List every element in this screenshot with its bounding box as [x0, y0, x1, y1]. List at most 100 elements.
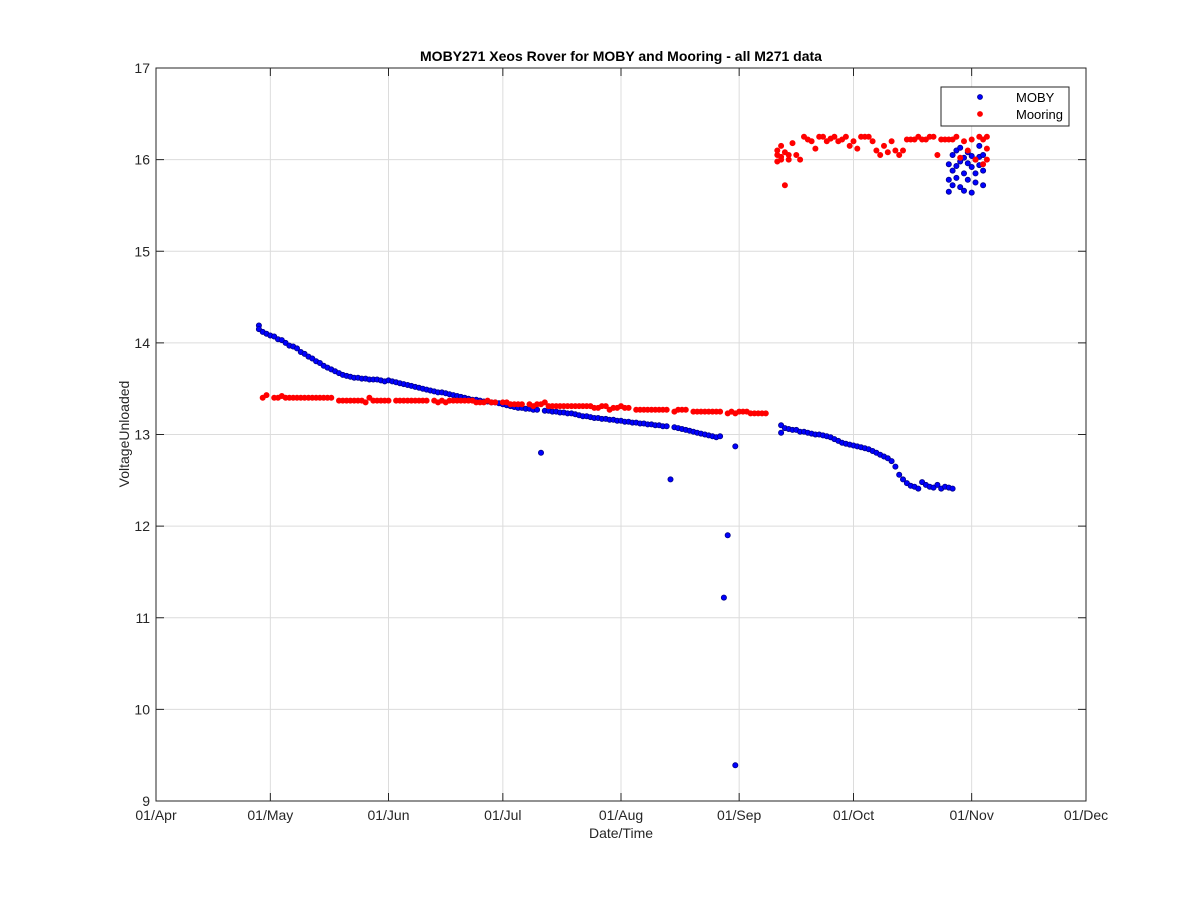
data-point-moby: [896, 471, 903, 478]
y-tick-label: 10: [134, 701, 150, 717]
data-point-moby: [717, 433, 724, 440]
data-point-mooring: [873, 147, 880, 154]
data-point-moby: [964, 176, 971, 183]
series-mooring: [259, 133, 990, 417]
data-point-moby: [732, 443, 739, 450]
data-point-mooring: [781, 182, 788, 189]
y-tick-label: 16: [134, 152, 150, 168]
data-point-mooring: [831, 133, 838, 140]
data-point-mooring: [663, 406, 670, 413]
data-point-mooring: [602, 403, 609, 410]
data-point-mooring: [785, 151, 792, 158]
data-point-moby: [953, 162, 960, 169]
x-tick-labels: 01/Apr 01/May 01/Jun 01/Jul 01/Aug 01/Sep 01/O…: [135, 807, 1108, 823]
y-axis-label: VoltageUnloaded: [116, 381, 132, 488]
data-point-moby: [724, 532, 731, 539]
data-point-mooring: [896, 151, 903, 158]
x-tick-label: 01/Dec: [1064, 807, 1108, 823]
data-point-moby: [945, 176, 952, 183]
legend-box: [940, 86, 1070, 127]
data-point-mooring: [808, 138, 815, 145]
series-layer: [255, 133, 990, 769]
data-point-mooring: [797, 156, 804, 163]
data-point-mooring: [884, 149, 891, 156]
data-point-moby: [968, 163, 975, 170]
data-point-moby: [980, 167, 987, 174]
data-point-mooring: [881, 142, 888, 149]
data-point-moby: [949, 167, 956, 174]
x-tick-label: 01/Oct: [833, 807, 874, 823]
data-point-moby: [934, 481, 941, 488]
data-point-mooring: [762, 410, 769, 417]
data-point-mooring: [385, 397, 392, 404]
legend-label-mooring: Mooring: [1016, 107, 1063, 122]
x-axis-label: Date/Time: [589, 825, 653, 841]
data-point-mooring: [518, 401, 525, 408]
data-point-mooring: [846, 142, 853, 149]
y-tick-label: 17: [134, 60, 150, 76]
data-point-mooring: [968, 136, 975, 143]
data-point-moby: [972, 179, 979, 186]
data-point-mooring: [423, 397, 430, 404]
data-point-mooring: [957, 154, 964, 161]
data-point-moby: [968, 152, 975, 159]
data-point-mooring: [983, 156, 990, 163]
data-point-moby: [293, 345, 300, 352]
series-moby: [255, 142, 987, 769]
x-tick-label: 01/May: [247, 807, 293, 823]
data-point-mooring: [850, 138, 857, 145]
data-point-mooring: [717, 408, 724, 415]
y-tick-label: 12: [134, 518, 150, 534]
data-point-mooring: [877, 151, 884, 158]
data-point-moby: [961, 187, 968, 194]
ticks: [155, 67, 1087, 802]
data-point-mooring: [842, 133, 849, 140]
data-point-mooring: [961, 138, 968, 145]
x-tick-label: 01/Jun: [367, 807, 409, 823]
data-point-moby: [538, 449, 545, 456]
data-point-moby: [957, 144, 964, 151]
data-point-mooring: [953, 133, 960, 140]
y-tick-label: 14: [134, 335, 150, 351]
data-point-mooring: [492, 399, 499, 406]
data-point-moby: [980, 151, 987, 158]
data-point-moby: [720, 594, 727, 601]
data-point-mooring: [983, 145, 990, 152]
data-point-mooring: [541, 399, 548, 406]
data-point-mooring: [789, 140, 796, 147]
y-tick-label: 9: [142, 793, 150, 809]
data-point-moby: [900, 476, 907, 483]
data-point-mooring: [930, 133, 937, 140]
data-point-moby: [732, 762, 739, 769]
data-point-mooring: [972, 156, 979, 163]
data-point-mooring: [980, 161, 987, 168]
data-point-mooring: [869, 138, 876, 145]
data-point-moby: [968, 189, 975, 196]
data-point-mooring: [778, 142, 785, 149]
data-point-mooring: [263, 392, 270, 399]
x-tick-label: 01/Aug: [599, 807, 643, 823]
data-point-mooring: [820, 133, 827, 140]
data-point-moby: [961, 170, 968, 177]
y-tick-labels: 9 10 11 12 13 14 15 16 17: [134, 60, 150, 809]
data-point-mooring: [625, 404, 632, 411]
data-point-mooring: [888, 138, 895, 145]
x-tick-label: 01/Jul: [484, 807, 521, 823]
data-point-mooring: [812, 145, 819, 152]
data-point-mooring: [964, 147, 971, 154]
y-tick-label: 11: [135, 610, 150, 626]
data-point-mooring: [892, 147, 899, 154]
data-point-moby: [778, 429, 785, 436]
data-point-mooring: [362, 399, 369, 406]
data-point-moby: [964, 160, 971, 167]
data-point-moby: [945, 188, 952, 195]
data-point-moby: [949, 485, 956, 492]
data-point-moby: [953, 174, 960, 181]
data-point-moby: [949, 151, 956, 158]
data-point-mooring: [774, 147, 781, 154]
data-point-mooring: [793, 151, 800, 158]
legend-marker-moby: [977, 94, 983, 100]
data-point-moby: [888, 458, 895, 465]
data-point-mooring: [983, 133, 990, 140]
